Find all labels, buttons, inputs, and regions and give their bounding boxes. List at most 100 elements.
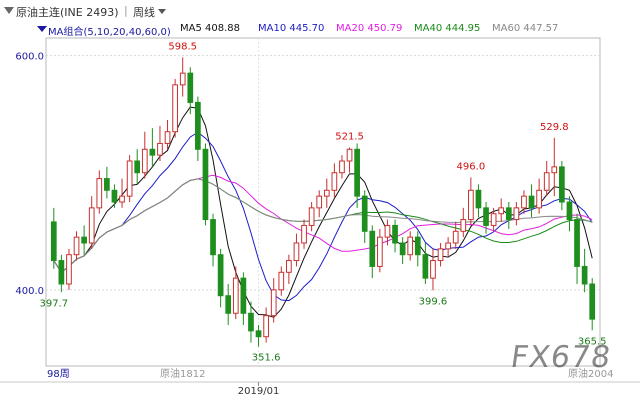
indicator-group-label[interactable]: MA组合(5,10,20,40,60,0) xyxy=(48,27,171,38)
candle-body[interactable] xyxy=(88,207,95,244)
candle-body[interactable] xyxy=(308,207,315,226)
candle-body[interactable] xyxy=(195,101,201,150)
candle-body[interactable] xyxy=(460,219,467,232)
candle-body[interactable] xyxy=(164,131,171,144)
candle-body[interactable] xyxy=(141,148,148,174)
candle-body[interactable] xyxy=(581,265,588,285)
price-annotation: 351.6 xyxy=(252,353,281,364)
candle-body[interactable] xyxy=(301,224,307,244)
watermark-logo: FX678 xyxy=(508,340,614,375)
candle-body[interactable] xyxy=(149,148,156,156)
instrument-title[interactable]: 原油主连(INE 2493) xyxy=(16,6,119,19)
candle-body[interactable] xyxy=(369,230,376,267)
candle-body[interactable] xyxy=(475,189,482,209)
candle-body[interactable] xyxy=(240,277,247,314)
candle-body[interactable] xyxy=(202,148,209,221)
candle-body[interactable] xyxy=(104,178,110,191)
candle-body[interactable] xyxy=(331,172,338,191)
candle-body[interactable] xyxy=(399,242,406,256)
candle-body[interactable] xyxy=(270,289,277,317)
candle-body[interactable] xyxy=(157,142,163,156)
candle-body[interactable] xyxy=(498,207,505,215)
candle-body[interactable] xyxy=(179,72,186,86)
candle-body[interactable] xyxy=(452,230,459,244)
candle-body[interactable] xyxy=(346,148,353,162)
candle-body[interactable] xyxy=(528,195,535,209)
candle-body[interactable] xyxy=(316,195,323,209)
candle-body[interactable] xyxy=(248,312,254,332)
candle-body[interactable] xyxy=(172,84,178,133)
candle-body[interactable] xyxy=(126,160,133,197)
candle-body[interactable] xyxy=(263,315,269,338)
contract-label: 原油1812 xyxy=(160,367,205,380)
legend-ma60: MA60 447.57 xyxy=(492,23,559,34)
candle-body[interactable] xyxy=(339,160,345,174)
price-annotation: 529.8 xyxy=(540,122,569,133)
candle-body[interactable] xyxy=(377,236,383,267)
candle-body[interactable] xyxy=(543,172,550,191)
candle-body[interactable] xyxy=(134,160,141,174)
candle-body[interactable] xyxy=(73,236,80,256)
candle-body[interactable] xyxy=(414,236,421,256)
candle-body[interactable] xyxy=(551,166,558,174)
ma10-line xyxy=(53,131,593,302)
candle-body[interactable] xyxy=(430,260,436,279)
candle-body[interactable] xyxy=(111,189,118,203)
candle-body[interactable] xyxy=(255,330,262,338)
candle-body[interactable] xyxy=(384,224,391,238)
candle-body[interactable] xyxy=(445,242,451,250)
candle-body[interactable] xyxy=(81,236,87,244)
candle-body[interactable] xyxy=(505,207,512,221)
chevron-down-icon[interactable] xyxy=(158,9,166,14)
candle-body[interactable] xyxy=(392,224,398,244)
candle-body[interactable] xyxy=(490,213,497,226)
candle-body[interactable] xyxy=(50,221,57,262)
legend-ma5: MA5 408.88 xyxy=(180,23,240,34)
period-selector[interactable]: 周线 xyxy=(133,6,155,19)
contract-label-2: 原油2004 xyxy=(568,367,613,380)
date-axis-label: 2019/01 xyxy=(238,386,280,397)
candle-body[interactable] xyxy=(589,283,596,320)
price-annotation: 598.5 xyxy=(168,41,197,52)
legend-ma10: MA10 445.70 xyxy=(258,23,325,34)
candle-body[interactable] xyxy=(437,248,444,262)
candle-body[interactable] xyxy=(187,72,194,103)
candle-body[interactable] xyxy=(513,207,520,221)
candle-body[interactable] xyxy=(566,201,573,221)
title-bar: 原油主连(INE 2493) | 周线 xyxy=(0,0,640,22)
candle-body[interactable] xyxy=(293,242,300,262)
candle-body[interactable] xyxy=(225,295,232,314)
price-annotation: 365.5 xyxy=(578,336,607,347)
candle-body[interactable] xyxy=(278,271,285,291)
price-annotation: 521.5 xyxy=(335,132,364,143)
candle-body[interactable] xyxy=(210,219,216,256)
candle-body[interactable] xyxy=(119,195,125,203)
bar-count-label: 98周 xyxy=(47,368,70,380)
candle-body[interactable] xyxy=(407,236,414,256)
candle-body[interactable] xyxy=(422,254,429,279)
candle-body[interactable] xyxy=(232,277,239,314)
legend-ma40: MA40 444.95 xyxy=(414,23,481,34)
candle-body[interactable] xyxy=(536,189,542,209)
dropdown-triangle-icon[interactable] xyxy=(4,7,14,14)
y-tick-label: 400.0 xyxy=(15,286,44,297)
candle-body[interactable] xyxy=(574,219,580,267)
candle-body[interactable] xyxy=(521,195,527,209)
indicator-toggle-icon[interactable] xyxy=(37,26,47,32)
candle-body[interactable] xyxy=(483,207,489,226)
ma60-line xyxy=(53,178,593,274)
candle-body[interactable] xyxy=(58,260,65,285)
candle-body[interactable] xyxy=(96,178,103,209)
candle-body[interactable] xyxy=(361,195,368,232)
candle-body[interactable] xyxy=(559,166,565,203)
plot-area xyxy=(45,37,601,367)
candle-body[interactable] xyxy=(286,260,292,273)
candle-body[interactable] xyxy=(354,148,360,197)
candle-body[interactable] xyxy=(66,254,72,285)
candle-body[interactable] xyxy=(323,189,330,197)
candle-body[interactable] xyxy=(217,254,224,297)
legend-ma20: MA20 450.79 xyxy=(336,23,403,34)
title-separator: | xyxy=(124,4,128,17)
candle-body[interactable] xyxy=(468,189,474,221)
